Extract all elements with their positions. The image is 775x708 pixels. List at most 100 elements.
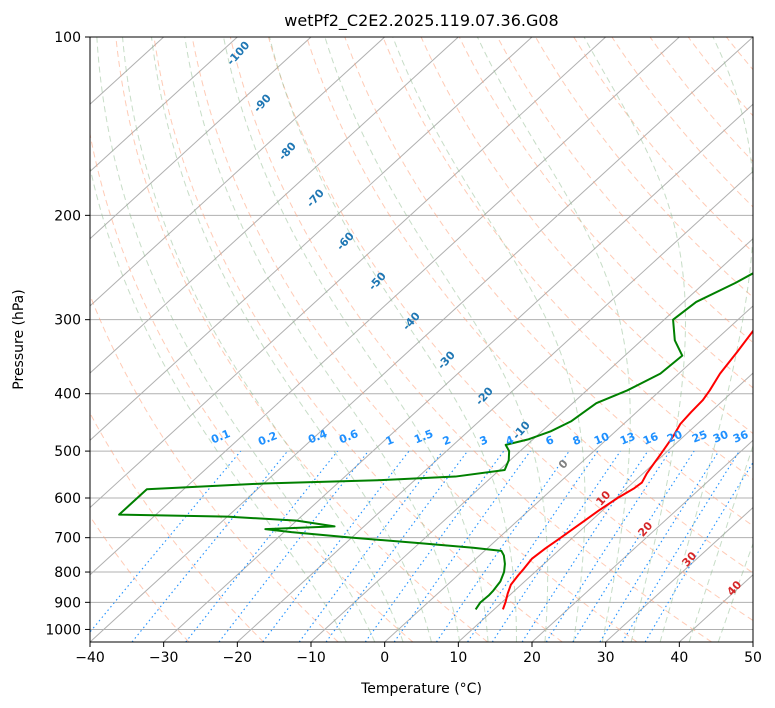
isotherm-line	[531, 439, 753, 642]
mixing-ratio-label: 1	[384, 433, 396, 448]
moist-adiabat-line	[184, 37, 461, 642]
dry-adiabat-line	[382, 37, 753, 481]
mixing-ratio-line	[621, 450, 740, 642]
mixing-ratio-line	[599, 450, 720, 642]
dry-adiabat-line	[229, 37, 712, 642]
dry-adiabat-line	[90, 412, 264, 642]
mixing-ratio-label: 8	[571, 433, 583, 448]
moist-adiabat-line	[151, 37, 432, 642]
moist-adiabat-line	[476, 37, 631, 642]
isotherm-line	[90, 37, 607, 509]
x-tick-label: −20	[223, 650, 253, 666]
mixing-ratio-line	[572, 450, 695, 642]
dry-adiabat-line	[191, 37, 638, 642]
mixing-ratio-label: 13	[618, 430, 637, 448]
moist-adiabat-line	[392, 37, 586, 642]
temperature-series-line	[501, 329, 753, 610]
isotherm-line	[90, 37, 680, 576]
moist-adiabat-line	[583, 37, 686, 642]
y-tick-label: 100	[54, 30, 81, 46]
isotherm-line	[310, 237, 753, 642]
mixing-ratio-label: 3	[478, 433, 490, 448]
mixing-ratio-line	[262, 450, 410, 642]
x-tick-label: 40	[670, 650, 688, 666]
plot-area	[90, 37, 753, 642]
y-tick-label: 500	[54, 444, 81, 460]
isotherm-line	[163, 103, 753, 642]
y-tick-label: 400	[54, 387, 81, 403]
isotherm-line	[90, 37, 533, 442]
mixing-ratio-label: 36	[731, 428, 750, 446]
moist-adiabat-line	[688, 444, 753, 642]
moist-adiabat-line	[324, 37, 549, 642]
dry-adiabat-line	[496, 37, 753, 344]
mixing-ratio-label: 25	[690, 428, 709, 446]
dry-adiabat-line	[344, 37, 753, 527]
mixing-ratio-label: 16	[641, 430, 660, 448]
x-tick-label: 10	[449, 650, 467, 666]
mixing-ratio-line	[644, 461, 753, 642]
y-tick-label: 800	[54, 565, 81, 581]
mixing-ratio-line	[131, 450, 289, 642]
mixing-ratio-line	[545, 450, 671, 642]
dry-adiabat-line	[153, 37, 563, 642]
y-tick-label: 600	[54, 491, 81, 507]
mixing-ratio-line	[185, 450, 338, 642]
x-tick-label: −30	[149, 650, 179, 666]
dry-adiabat-line	[306, 37, 753, 574]
y-tick-label: 900	[54, 595, 81, 611]
dry-adiabat-line	[420, 37, 753, 435]
chart-title: wetPf2_C2E2.2025.119.07.36.G08	[284, 11, 558, 31]
y-tick-label: 1000	[45, 622, 81, 638]
moist-adiabat-line	[717, 542, 753, 642]
y-tick-label: 700	[54, 531, 81, 547]
y-axis-label: Pressure (hPa)	[11, 289, 27, 389]
x-tick-label: −40	[75, 650, 105, 666]
dry-adiabats	[90, 37, 753, 642]
isotherm-line	[90, 37, 753, 642]
dry-adiabat-line	[458, 37, 753, 389]
moist-adiabat-line	[122, 37, 404, 642]
sounding-series	[118, 272, 753, 610]
dry-adiabat-line	[573, 37, 753, 253]
x-tick-label: 30	[597, 650, 615, 666]
moist-adiabat-line	[659, 37, 753, 642]
skewed-isotherms	[90, 37, 753, 642]
moist-adiabat-line	[96, 37, 376, 642]
moist-adiabats	[90, 37, 753, 642]
mixing-ratio-line	[491, 450, 621, 642]
y-tick-label: 200	[54, 208, 81, 224]
mixing-ratio-line	[393, 450, 531, 642]
x-tick-label: 0	[380, 650, 389, 666]
plot-frame	[89, 36, 754, 643]
isotherm-line	[90, 37, 386, 307]
isotherm-line	[457, 372, 753, 642]
mixing-ratio-label: 2	[441, 433, 453, 448]
isotherm-line	[384, 305, 753, 642]
isotherm-line	[90, 37, 238, 173]
x-tick-label: 20	[523, 650, 541, 666]
x-tick-label: 50	[744, 650, 762, 666]
mixing-ratio-label: 30	[711, 428, 730, 446]
moist-adiabat-line	[268, 37, 517, 642]
isotherm-line	[605, 506, 753, 642]
mixing-ratio-label: 20	[665, 428, 684, 446]
isotherm-line	[90, 37, 312, 240]
isotherm-line	[90, 37, 459, 374]
x-tick-label: −10	[296, 650, 326, 666]
dry-adiabat-line	[268, 37, 753, 622]
dry-adiabat-line	[115, 37, 488, 642]
dewpoint-series-line	[118, 272, 753, 610]
dry-adiabat-line	[90, 293, 339, 642]
mixing-ratio-line	[435, 450, 570, 642]
y-axis: 100 200 300 400 500 600 700 800 900 1000	[45, 30, 90, 638]
y-tick-label: 300	[54, 313, 81, 329]
mixing-ratio-line	[521, 450, 649, 642]
dry-adiabat-line	[649, 37, 753, 163]
mixing-ratio-line	[467, 450, 599, 642]
isotherm-line	[236, 170, 753, 642]
moist-adiabat-line	[90, 165, 347, 642]
dry-adiabat-line	[90, 131, 414, 642]
x-axis: −40 −30 −20 −10 0 10 20 30 40 50	[75, 642, 762, 666]
